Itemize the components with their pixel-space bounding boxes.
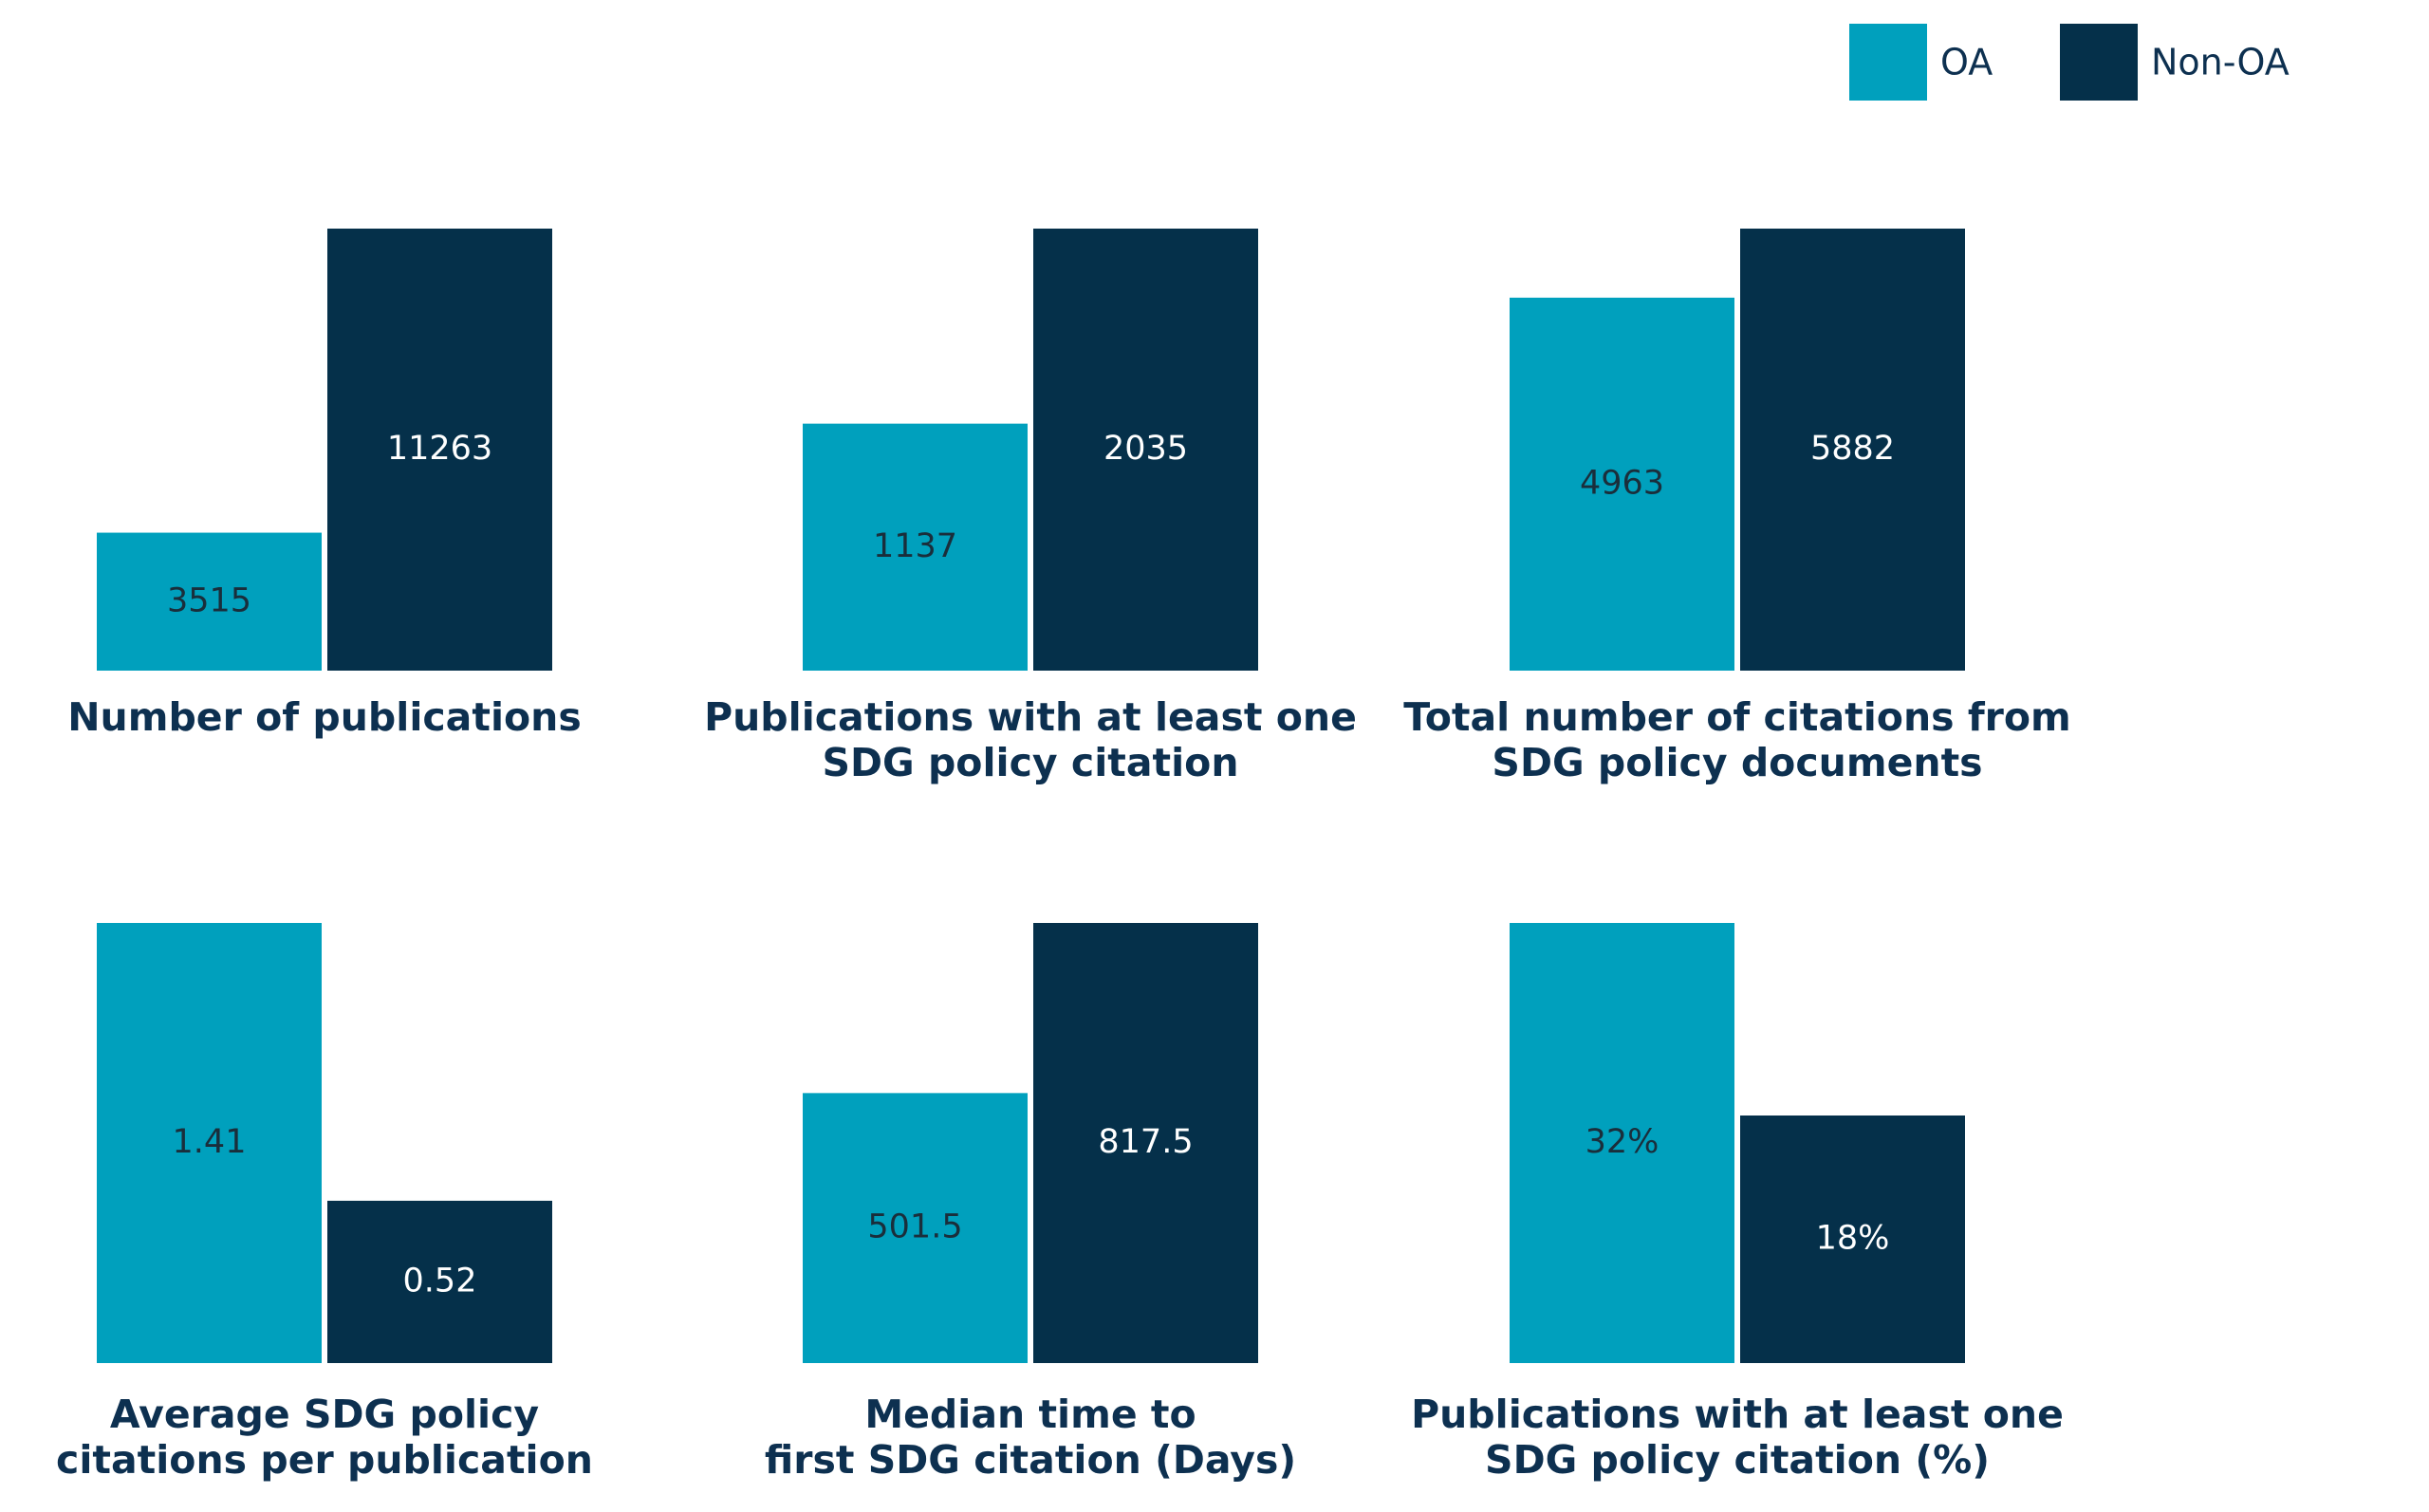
bar: [1740, 1116, 1965, 1363]
chart-title: Publications with at least one SDG polic…: [1411, 1392, 2064, 1483]
bar: [97, 923, 322, 1363]
value-label: 3515: [167, 581, 251, 619]
chart-title: Average SDG policy citations per publica…: [56, 1392, 593, 1483]
value-label: 5882: [1810, 430, 1895, 468]
bar: [1510, 923, 1734, 1363]
legend-label: Non-OA: [2151, 42, 2290, 83]
chart-title: Number of publications: [67, 694, 582, 740]
value-label: 1.41: [173, 1123, 247, 1161]
bar: [1510, 297, 1734, 671]
bar: [1033, 923, 1258, 1363]
bar: [803, 1093, 1028, 1363]
value-label: 0.52: [403, 1262, 477, 1300]
value-label: 501.5: [867, 1208, 962, 1246]
bar: [1740, 229, 1965, 671]
value-label: 18%: [1816, 1220, 1890, 1258]
value-label: 4963: [1580, 464, 1664, 502]
bar: [803, 423, 1028, 671]
value-label: 32%: [1585, 1123, 1660, 1161]
bar: [327, 229, 552, 671]
value-label: 11263: [387, 430, 492, 468]
chart-title: Publications with at least one SDG polic…: [704, 694, 1357, 785]
bar: [97, 532, 322, 671]
legend-swatch: [2060, 24, 2138, 101]
bar: [327, 1200, 552, 1363]
value-label: 1137: [873, 527, 957, 565]
chart-title: Total number of citations from SDG polic…: [1403, 694, 2071, 785]
chart-title: Median time to first SDG citation (Days): [764, 1392, 1297, 1483]
legend-swatch: [1849, 24, 1927, 101]
value-label: 2035: [1103, 430, 1188, 468]
bar: [1033, 229, 1258, 671]
legend-label: OA: [1940, 42, 1993, 83]
value-label: 817.5: [1098, 1123, 1193, 1161]
